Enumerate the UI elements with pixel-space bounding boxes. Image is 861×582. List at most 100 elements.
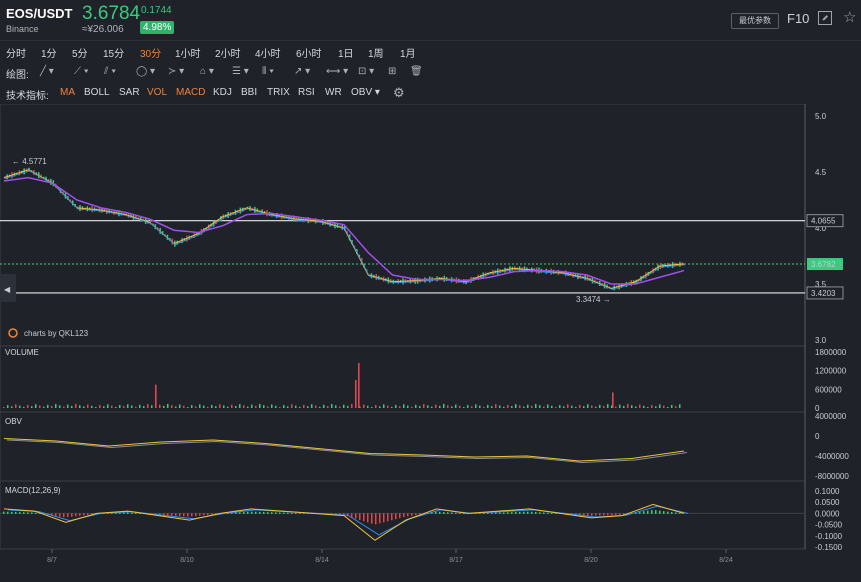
indicator-tab-sar[interactable]: SAR [119, 87, 140, 98]
macd-line [3, 503, 685, 541]
price-tick-label: 4.5 [815, 168, 827, 177]
pattern-icon[interactable]: ⌂ ▾ [200, 66, 214, 77]
macd-histogram-bar [215, 513, 217, 515]
parallel-icon[interactable]: ⫽ ▾ [104, 66, 117, 77]
macd-signal-line [7, 505, 689, 536]
period-tab-3[interactable]: 15分 [103, 49, 125, 60]
period-tab-6[interactable]: 2小时 [215, 49, 241, 60]
period-tab-10[interactable]: 1周 [368, 49, 384, 60]
trash-icon[interactable]: 🗑 [410, 66, 423, 77]
macd-histogram-bar [123, 512, 125, 514]
ray-icon[interactable]: ⟋ ▾ [74, 66, 89, 77]
macd-histogram-bar [367, 513, 369, 523]
period-tab-5[interactable]: 1小时 [175, 49, 201, 60]
zigzag-icon[interactable]: ≻ ▾ [168, 66, 185, 77]
volume-bar [283, 405, 285, 408]
volume-bar [503, 406, 505, 408]
macd-histogram-bar [667, 511, 669, 514]
x-tick-label: 8/17 [449, 557, 463, 564]
macd-histogram-bar [131, 512, 133, 514]
period-tab-2[interactable]: 5分 [72, 49, 88, 60]
macd-histogram-bar [247, 511, 249, 514]
fullscreen-icon[interactable] [818, 11, 832, 25]
macd-histogram-bar [523, 511, 525, 514]
volume-bar [179, 404, 181, 408]
circle-icon[interactable]: ◯ ▾ [136, 66, 155, 77]
volume-bar [47, 404, 49, 408]
arrow-icon[interactable]: ↗ ▾ [294, 66, 311, 77]
indicator-tab-rsi[interactable]: RSI [298, 87, 315, 98]
macd-histogram-bar [603, 513, 605, 516]
range-icon[interactable]: ⟷ ▾ [326, 66, 349, 77]
indicator-tab-boll[interactable]: BOLL [84, 87, 110, 98]
period-tab-9[interactable]: 1日 [338, 49, 354, 60]
star-icon[interactable]: ☆ [843, 9, 857, 26]
volume-bar [123, 406, 125, 408]
chart-area[interactable]: 5.0 4.5 4.0 3.5 3.0 4.0655 3.4203 3.6782 ← 4.577… [0, 103, 861, 582]
macd-histogram-bar [283, 512, 285, 514]
volume-bar [447, 405, 449, 408]
volume-bar [459, 405, 461, 408]
volume-bar [203, 405, 205, 408]
trend-line-icon[interactable]: ╱ ▾ [40, 66, 54, 77]
volume-bar [31, 406, 33, 408]
x-tick-label: 8/7 [47, 557, 57, 564]
settings-gear-icon[interactable]: ⚙ [393, 85, 405, 100]
macd-histogram-bar [623, 513, 625, 515]
period-tab-8[interactable]: 6小时 [296, 49, 322, 60]
indicator-tab-macd[interactable]: MACD [176, 87, 206, 98]
volume-bar [371, 407, 373, 408]
macd-histogram-bar [483, 512, 485, 514]
volume-bar [127, 404, 129, 408]
macd-histogram-bar [15, 511, 17, 514]
measure-icon[interactable]: ⊞ [388, 66, 397, 77]
indicator-tab-wr[interactable]: WR [325, 87, 342, 98]
indicator-tab-obv[interactable]: OBV ▾ [351, 87, 380, 98]
period-tab-11[interactable]: 1月 [400, 49, 416, 60]
macd-histogram-bar [535, 511, 537, 514]
change-percent-badge: 4.98% [140, 21, 175, 34]
period-tab-0[interactable]: 分时 [6, 49, 26, 60]
period-tab-1[interactable]: 1分 [41, 49, 57, 60]
volume-bar [491, 406, 493, 408]
macd-histogram-bar [499, 512, 501, 514]
gann-icon[interactable]: ⦀ ▾ [262, 66, 275, 77]
optimal-params-button[interactable]: 最优参数 [731, 13, 779, 29]
price-tick-label: 3.5 [815, 280, 827, 289]
macd-histogram-bar [515, 511, 517, 514]
volume-bar [251, 404, 253, 408]
volume-bar [635, 406, 637, 408]
volume-bar [79, 405, 81, 408]
fib-icon[interactable]: ☰ ▾ [232, 66, 249, 77]
current-price-box [807, 258, 843, 271]
volume-bar [111, 405, 113, 408]
macd-histogram-bar [75, 513, 77, 517]
volume-bar [483, 406, 485, 408]
candle [64, 192, 67, 199]
volume-bar [331, 404, 333, 408]
volume-bar [671, 404, 673, 408]
indicator-tab-bbi[interactable]: BBI [241, 87, 258, 98]
indicator-tab-trix[interactable]: TRIX [267, 87, 290, 98]
volume-bar [647, 407, 649, 408]
macd-histogram-bar [379, 513, 381, 524]
volume-bar [639, 404, 641, 408]
macd-histogram-bar [643, 511, 645, 514]
indicator-tab-ma[interactable]: MA [60, 87, 75, 98]
period-tab-4[interactable]: 30分 [140, 49, 162, 60]
indicator-tab-vol[interactable]: VOL [147, 87, 168, 98]
macd-histogram-bar [127, 512, 129, 514]
indicator-tab-kdj[interactable]: KDJ [213, 87, 232, 98]
f10-button[interactable]: F10 [787, 11, 810, 26]
macd-histogram-bar [11, 511, 13, 514]
volume-bar [183, 405, 185, 408]
macd-histogram-bar [83, 513, 85, 516]
period-tab-7[interactable]: 4小时 [255, 49, 281, 60]
brush-icon[interactable]: ⊡ ▾ [358, 66, 375, 77]
volume-bar [131, 405, 133, 408]
candle [69, 199, 72, 202]
scroll-left-handle[interactable] [0, 274, 16, 302]
chart-svg[interactable]: 5.0 4.5 4.0 3.5 3.0 4.0655 3.4203 3.6782 ← 4.577… [0, 103, 861, 577]
volume-bar [215, 406, 217, 408]
candle [59, 188, 62, 194]
